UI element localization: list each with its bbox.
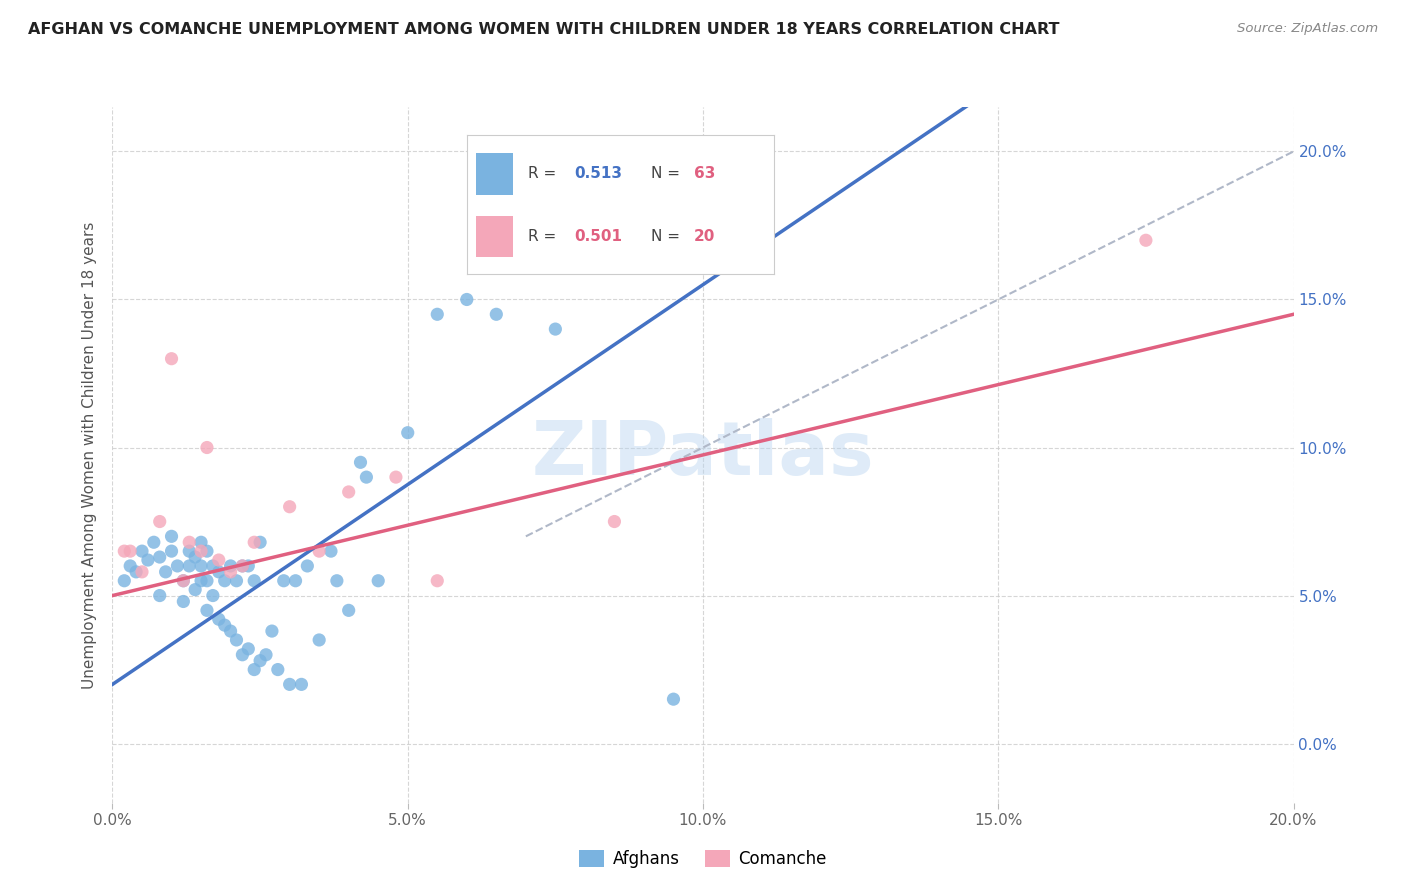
Point: [367, 574, 389, 588]
Point: [190, 535, 212, 549]
Point: [349, 455, 371, 469]
Point: [1135, 233, 1157, 247]
Point: [190, 558, 212, 573]
Point: [308, 544, 330, 558]
Point: [172, 594, 194, 608]
Point: [278, 500, 301, 514]
Point: [166, 558, 188, 573]
Point: [260, 624, 283, 638]
Point: [125, 565, 148, 579]
Point: [112, 574, 135, 588]
Point: [155, 565, 177, 579]
Point: [225, 574, 247, 588]
Point: [243, 663, 266, 677]
Point: [254, 648, 277, 662]
Point: [326, 574, 349, 588]
Point: [195, 574, 218, 588]
Point: [297, 558, 319, 573]
Point: [243, 574, 266, 588]
Point: [485, 307, 508, 321]
Point: [426, 307, 449, 321]
Point: [160, 544, 183, 558]
Point: [208, 553, 231, 567]
Point: [208, 565, 231, 579]
Point: [131, 544, 153, 558]
Point: [160, 529, 183, 543]
Point: [195, 544, 218, 558]
Legend: Afghans, Comanche: Afghans, Comanche: [572, 843, 834, 874]
Point: [238, 558, 260, 573]
Point: [231, 558, 253, 573]
Point: [290, 677, 312, 691]
Point: [120, 544, 142, 558]
Text: ZIPatlas: ZIPatlas: [531, 418, 875, 491]
Point: [231, 648, 253, 662]
Point: [160, 351, 183, 366]
Point: [112, 544, 135, 558]
Point: [142, 535, 165, 549]
Point: [225, 632, 247, 647]
Point: [149, 515, 172, 529]
Point: [249, 535, 271, 549]
Point: [120, 558, 142, 573]
Point: [238, 641, 260, 656]
Point: [219, 565, 242, 579]
Y-axis label: Unemployment Among Women with Children Under 18 years: Unemployment Among Women with Children U…: [82, 221, 97, 689]
Point: [195, 441, 218, 455]
Point: [208, 612, 231, 626]
Point: [172, 574, 194, 588]
Point: [273, 574, 295, 588]
Point: [172, 574, 194, 588]
Point: [319, 544, 342, 558]
Point: [337, 484, 360, 499]
Point: [149, 550, 172, 565]
Point: [190, 574, 212, 588]
Text: AFGHAN VS COMANCHE UNEMPLOYMENT AMONG WOMEN WITH CHILDREN UNDER 18 YEARS CORRELA: AFGHAN VS COMANCHE UNEMPLOYMENT AMONG WO…: [28, 22, 1060, 37]
Point: [308, 632, 330, 647]
Point: [184, 582, 207, 597]
Point: [385, 470, 408, 484]
Point: [184, 550, 207, 565]
Point: [396, 425, 419, 440]
Point: [219, 558, 242, 573]
Point: [456, 293, 478, 307]
Point: [195, 603, 218, 617]
Point: [267, 663, 290, 677]
Point: [131, 565, 153, 579]
Point: [243, 535, 266, 549]
Point: [179, 544, 201, 558]
Point: [214, 618, 236, 632]
Point: [214, 574, 236, 588]
Point: [201, 589, 224, 603]
Point: [201, 558, 224, 573]
Point: [179, 558, 201, 573]
Point: [278, 677, 301, 691]
Point: [544, 322, 567, 336]
Point: [603, 515, 626, 529]
Point: [231, 558, 253, 573]
Point: [219, 624, 242, 638]
Point: [426, 574, 449, 588]
Point: [149, 589, 172, 603]
Point: [337, 603, 360, 617]
Point: [136, 553, 159, 567]
Point: [190, 544, 212, 558]
Text: Source: ZipAtlas.com: Source: ZipAtlas.com: [1237, 22, 1378, 36]
Point: [179, 535, 201, 549]
Point: [356, 470, 378, 484]
Point: [662, 692, 685, 706]
Point: [249, 654, 271, 668]
Point: [284, 574, 307, 588]
